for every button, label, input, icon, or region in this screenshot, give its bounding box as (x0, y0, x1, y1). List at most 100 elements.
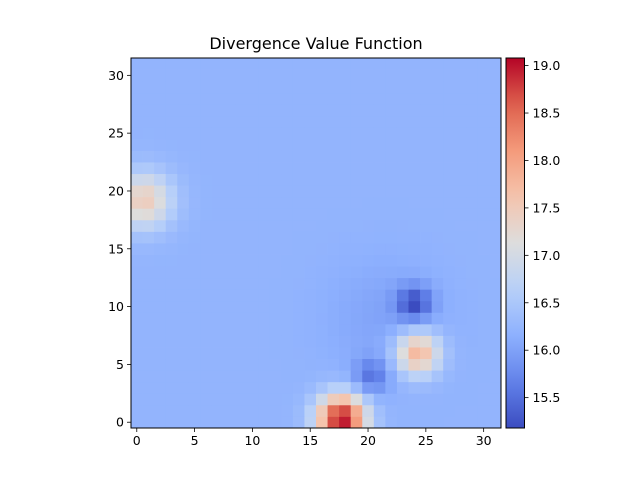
heatmap-cell (235, 312, 248, 325)
heatmap-cell (292, 312, 305, 325)
heatmap-cell (443, 370, 456, 383)
heatmap-cell (373, 127, 386, 140)
heatmap-cell (269, 300, 282, 313)
heatmap-cell (477, 115, 490, 128)
heatmap-cell (362, 266, 375, 279)
heatmap-cell (339, 254, 352, 267)
heatmap-cell (431, 138, 444, 151)
heatmap-cell (339, 393, 352, 406)
heatmap-cell (292, 69, 305, 82)
heatmap-cell (420, 127, 433, 140)
heatmap-cell (292, 347, 305, 360)
heatmap-cell (327, 300, 340, 313)
heatmap-cell (454, 208, 467, 221)
heatmap-cell (154, 69, 167, 82)
heatmap-cell (408, 219, 421, 232)
heatmap-cell (339, 370, 352, 383)
heatmap-cell (362, 185, 375, 198)
heatmap-cell (154, 370, 167, 383)
heatmap-cell (177, 231, 190, 244)
heatmap-cell (246, 358, 259, 371)
heatmap-cell (304, 335, 317, 348)
heatmap-cell (211, 196, 224, 209)
heatmap-cell (304, 404, 317, 417)
heatmap-cell (420, 81, 433, 94)
heatmap-cell (396, 219, 409, 232)
heatmap-cell (339, 347, 352, 360)
heatmap-cell (373, 185, 386, 198)
heatmap-cell (408, 393, 421, 406)
heatmap-cell (258, 323, 271, 336)
heatmap-cell (477, 416, 490, 429)
heatmap-cell (408, 185, 421, 198)
heatmap-cell (269, 115, 282, 128)
heatmap-cell (362, 115, 375, 128)
heatmap-cell (431, 300, 444, 313)
heatmap-cell (142, 381, 155, 394)
heatmap-cell (316, 69, 328, 82)
heatmap-cell (466, 404, 479, 417)
colorbar (505, 57, 525, 429)
heatmap-cell (281, 254, 294, 267)
heatmap-cell (269, 69, 282, 82)
heatmap-cell (454, 323, 467, 336)
heatmap-cell (235, 92, 248, 105)
heatmap-cell (466, 173, 479, 186)
heatmap-cell (316, 150, 328, 163)
heatmap-cell (408, 381, 421, 394)
heatmap-cell (396, 150, 409, 163)
heatmap-cell (327, 58, 340, 70)
heatmap-cell (443, 300, 456, 313)
heatmap-cell (443, 138, 456, 151)
heatmap-cell (188, 196, 201, 209)
heatmap-cell (200, 381, 213, 394)
heatmap-cell (466, 58, 479, 70)
heatmap-cell (327, 219, 340, 232)
heatmap-cell (131, 347, 143, 360)
heatmap-cell (362, 58, 375, 70)
heatmap-cell (454, 312, 467, 325)
heatmap-cell (292, 416, 305, 429)
heatmap-cell (281, 347, 294, 360)
heatmap-cell (246, 127, 259, 140)
heatmap-cell (211, 393, 224, 406)
heatmap-cell (177, 115, 190, 128)
heatmap-cell (177, 335, 190, 348)
heatmap-cell (281, 173, 294, 186)
heatmap-cell (489, 243, 502, 255)
x-tick-label: 30 (476, 433, 492, 448)
heatmap-cell (177, 277, 190, 290)
heatmap-cell (269, 81, 282, 94)
heatmap-cell (188, 266, 201, 279)
heatmap-cell (454, 231, 467, 244)
heatmap-cell (466, 115, 479, 128)
heatmap-cell (292, 173, 305, 186)
heatmap-cell (339, 138, 352, 151)
heatmap-cell (350, 162, 363, 175)
heatmap-cell (396, 231, 409, 244)
heatmap-cell (211, 347, 224, 360)
heatmap-cell (396, 277, 409, 290)
heatmap-cell (431, 58, 444, 70)
heatmap-cell (489, 185, 502, 198)
heatmap-cell (350, 81, 363, 94)
heatmap-cell (396, 81, 409, 94)
heatmap-cell (177, 381, 190, 394)
heatmap-cell (165, 81, 178, 94)
heatmap-cell (350, 300, 363, 313)
heatmap-cell (258, 335, 271, 348)
heatmap-cell (362, 173, 375, 186)
heatmap-cell (339, 335, 352, 348)
heatmap-cell (154, 92, 167, 105)
heatmap-cell (223, 138, 236, 151)
heatmap-cell (477, 208, 490, 221)
heatmap-cell (177, 289, 190, 302)
heatmap-cell (350, 208, 363, 221)
heatmap-cell (188, 243, 201, 255)
heatmap-cell (165, 104, 178, 117)
heatmap-cell (304, 162, 317, 175)
heatmap-cell (420, 404, 433, 417)
heatmap-cell (408, 323, 421, 336)
heatmap-cell (489, 81, 502, 94)
heatmap-cell (304, 92, 317, 105)
